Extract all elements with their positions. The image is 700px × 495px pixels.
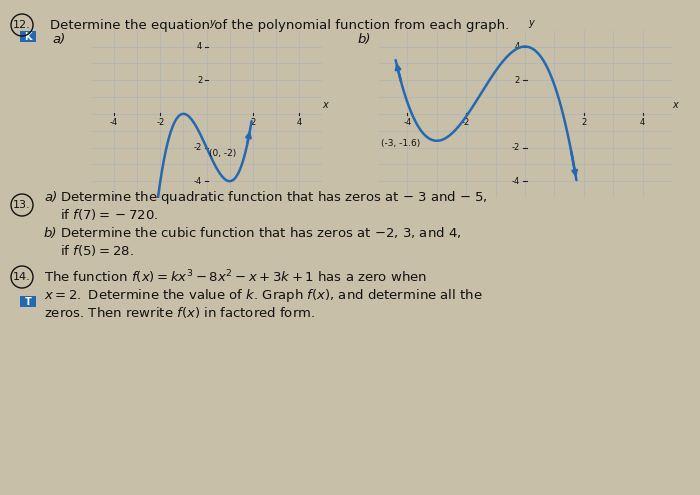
Text: 2: 2 bbox=[197, 76, 202, 85]
Text: a): a) bbox=[52, 34, 65, 47]
Text: if $f(7) = -720.$: if $f(7) = -720.$ bbox=[60, 207, 159, 222]
Text: a): a) bbox=[44, 191, 57, 203]
Text: y: y bbox=[209, 18, 215, 28]
Text: 4: 4 bbox=[197, 42, 202, 51]
Text: Determine the quadratic function that has zeros at $-$ 3 and $-$ 5,: Determine the quadratic function that ha… bbox=[60, 189, 488, 205]
Text: -4: -4 bbox=[403, 118, 412, 127]
Text: -4: -4 bbox=[110, 118, 118, 127]
Text: (0, -2): (0, -2) bbox=[209, 149, 236, 158]
Text: (-3, -1.6): (-3, -1.6) bbox=[381, 139, 420, 148]
Text: K: K bbox=[25, 32, 32, 42]
Text: -2: -2 bbox=[462, 118, 470, 127]
Text: 14.: 14. bbox=[13, 272, 31, 282]
Text: 4: 4 bbox=[514, 42, 519, 51]
Text: Determine the equation of the polynomial function from each graph.: Determine the equation of the polynomial… bbox=[50, 18, 510, 32]
FancyBboxPatch shape bbox=[20, 296, 36, 307]
Text: 4: 4 bbox=[640, 118, 645, 127]
Text: $x = 2.$ Determine the value of $k$. Graph $f(x)$, and determine all the: $x = 2.$ Determine the value of $k$. Gra… bbox=[44, 287, 482, 303]
Text: -2: -2 bbox=[194, 143, 202, 152]
Text: zeros. Then rewrite $f(x)$ in factored form.: zeros. Then rewrite $f(x)$ in factored f… bbox=[44, 305, 315, 320]
Text: 4: 4 bbox=[296, 118, 302, 127]
FancyBboxPatch shape bbox=[20, 31, 36, 42]
Text: b): b) bbox=[44, 227, 57, 240]
Text: -4: -4 bbox=[194, 177, 202, 186]
Text: 13.: 13. bbox=[13, 200, 31, 210]
Text: 2: 2 bbox=[250, 118, 255, 127]
Text: y: y bbox=[528, 18, 534, 28]
Text: if $f(5) = 28.$: if $f(5) = 28.$ bbox=[60, 244, 134, 258]
Text: x: x bbox=[322, 99, 328, 110]
Text: b): b) bbox=[358, 34, 372, 47]
Text: Determine the cubic function that has zeros at $-$2, 3, and 4,: Determine the cubic function that has ze… bbox=[60, 226, 461, 241]
Text: 2: 2 bbox=[581, 118, 587, 127]
Text: The function $f(x) = kx^3 - 8x^2 - x + 3k + 1$ has a zero when: The function $f(x) = kx^3 - 8x^2 - x + 3… bbox=[44, 268, 427, 286]
Text: 2: 2 bbox=[514, 76, 519, 85]
Text: T: T bbox=[25, 297, 32, 307]
Text: -2: -2 bbox=[156, 118, 164, 127]
Text: -2: -2 bbox=[512, 143, 519, 152]
Text: -4: -4 bbox=[512, 177, 519, 186]
Text: x: x bbox=[672, 99, 678, 110]
Text: 12.: 12. bbox=[13, 20, 31, 30]
